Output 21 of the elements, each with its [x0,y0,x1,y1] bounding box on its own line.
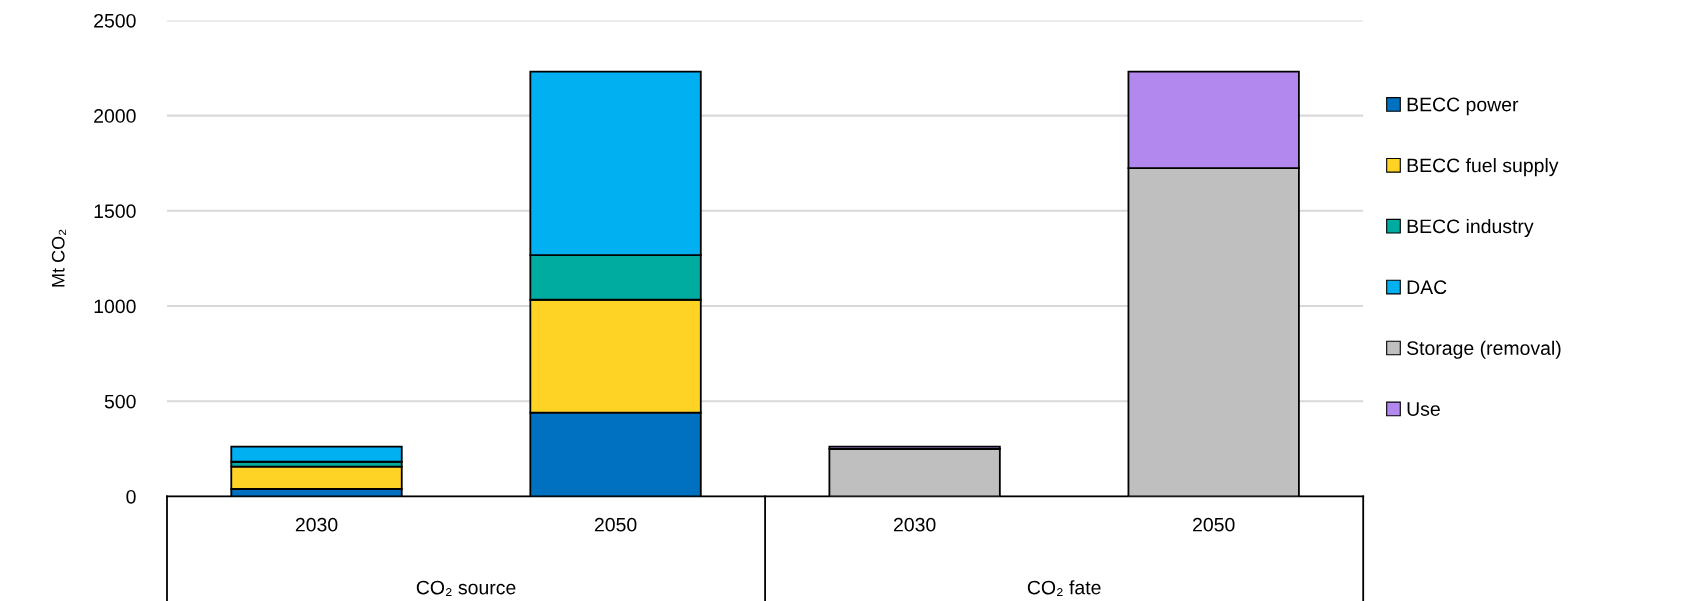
legend-label: Storage (removal) [1407,340,1561,359]
bar [828,448,1001,497]
x-tick-label: 2050 [1193,517,1235,532]
y-tick-label: 2000 [94,109,136,123]
legend-label: BECC power [1407,97,1519,116]
y-tick-label: 2500 [94,13,136,28]
y-tick-label: 1500 [94,204,136,219]
legend-label: Use [1407,402,1440,416]
text: CO₂ fate [1027,580,1101,596]
y-axis-title: Mt CO₂ [51,229,66,287]
text: CO₂ source [416,580,516,596]
x-tick-label: 2030 [295,517,338,532]
bar [230,445,403,463]
y-tick-label: 500 [104,394,136,409]
x-tick-label: 2030 [893,517,936,532]
legend-label: BECC industry [1407,218,1534,238]
legend-label: DAC [1407,280,1447,295]
legend-label: BECC fuel supply [1407,158,1559,177]
y-tick-label: 0 [126,489,136,504]
y-tick-label: 1000 [94,299,136,314]
x-tick-label: 2050 [594,517,637,532]
